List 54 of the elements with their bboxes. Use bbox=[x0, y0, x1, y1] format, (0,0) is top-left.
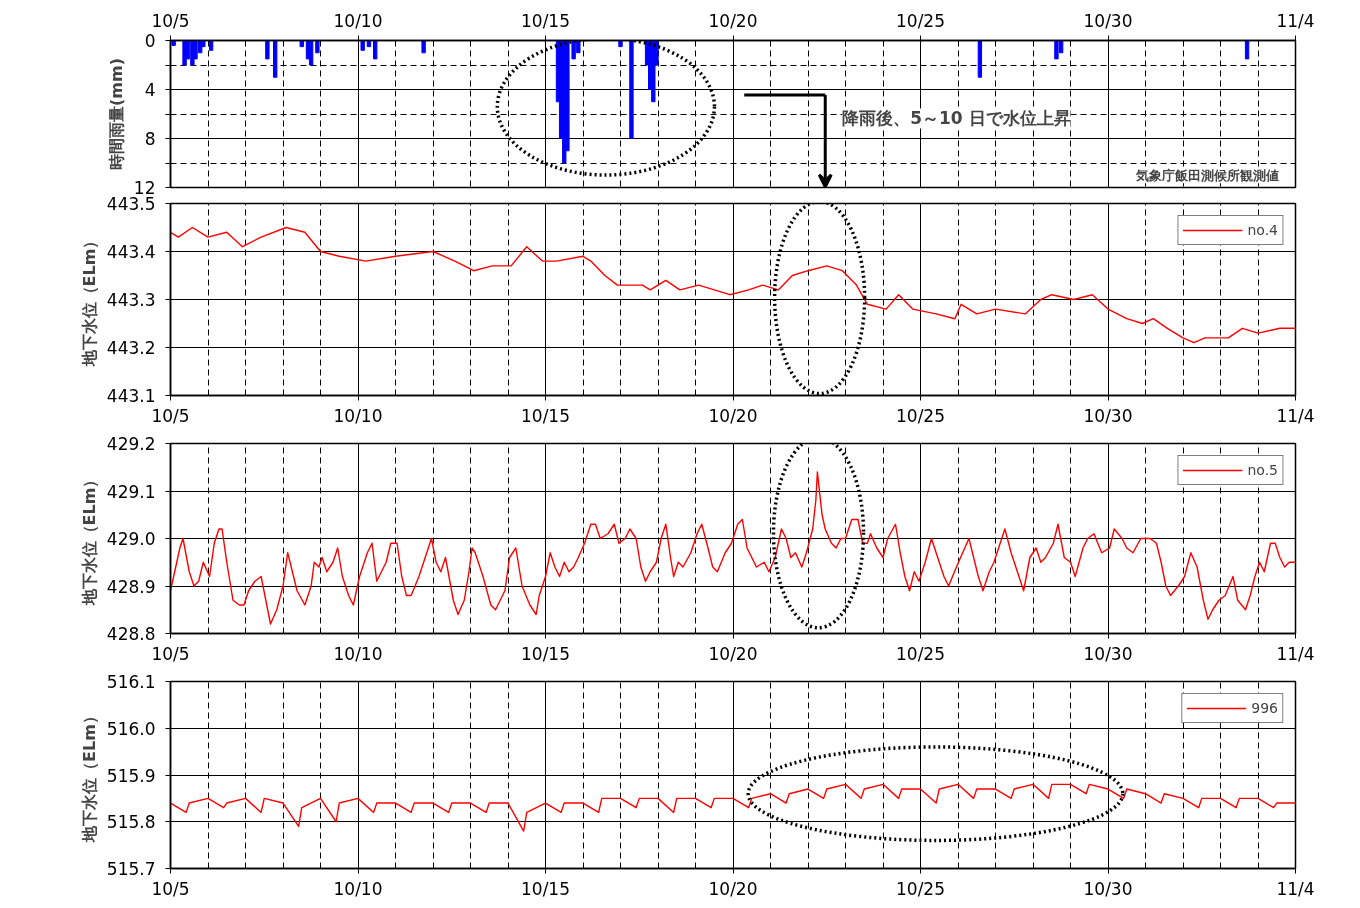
legend-label: 996 bbox=[1251, 700, 1278, 716]
x-tick-label: 11/4 bbox=[1276, 10, 1315, 31]
y-tick-label: 4 bbox=[144, 80, 156, 100]
x-tick-label: 10/15 bbox=[521, 643, 570, 664]
y-tick-label: 443.3 bbox=[106, 290, 156, 310]
x-tick-label: 10/15 bbox=[521, 405, 570, 426]
x-tick-label: 10/5 bbox=[151, 10, 190, 31]
legend-label: no.5 bbox=[1247, 462, 1278, 478]
x-tick-label: 11/4 bbox=[1276, 878, 1315, 899]
y-tick-label: 443.4 bbox=[106, 242, 156, 262]
annotation: 気象庁飯田測候所観測値 bbox=[1134, 168, 1279, 184]
x-tick-label: 10/10 bbox=[333, 405, 383, 426]
x-tick-label: 10/15 bbox=[521, 878, 570, 899]
y-tick-label: 429.1 bbox=[106, 481, 156, 502]
y-axis-title: 地下水位（ELm） bbox=[79, 232, 99, 368]
x-tick-label: 10/10 bbox=[333, 878, 383, 899]
y-tick-label: 428.9 bbox=[106, 576, 156, 597]
y-tick-label: 515.9 bbox=[106, 765, 156, 786]
y-tick-label: 515.7 bbox=[106, 859, 156, 879]
x-tick-label: 10/5 bbox=[151, 405, 190, 426]
x-tick-label: 10/20 bbox=[708, 405, 758, 426]
x-tick-label: 10/30 bbox=[1083, 643, 1133, 664]
x-tick-label: 10/30 bbox=[1083, 405, 1133, 426]
x-tick-label: 10/20 bbox=[708, 643, 758, 664]
y-tick-label: 0 bbox=[144, 31, 156, 51]
x-tick-label: 10/20 bbox=[708, 878, 758, 899]
x-tick-label: 10/10 bbox=[333, 10, 383, 31]
x-tick-label: 10/25 bbox=[896, 643, 945, 664]
annotation: 降雨後、5～10 日で水位上昇 bbox=[842, 108, 1071, 129]
x-tick-label: 10/30 bbox=[1083, 878, 1133, 899]
x-tick-label: 10/5 bbox=[151, 643, 190, 664]
x-tick-label: 10/25 bbox=[896, 878, 945, 899]
y-tick-label: 8 bbox=[144, 129, 156, 149]
y-tick-label: 516.0 bbox=[106, 718, 156, 739]
y-tick-label: 429.0 bbox=[106, 529, 156, 549]
y-tick-label: 429.2 bbox=[106, 434, 156, 454]
legend-label: no.4 bbox=[1247, 222, 1278, 238]
y-axis-title: 時間雨量(mm) bbox=[106, 58, 126, 170]
y-axis-title: 地下水位（ELm） bbox=[79, 471, 99, 607]
x-tick-label: 10/25 bbox=[896, 405, 945, 426]
x-tick-label: 10/15 bbox=[521, 10, 570, 31]
x-tick-label: 10/30 bbox=[1083, 10, 1133, 31]
x-tick-label: 10/25 bbox=[896, 10, 945, 31]
y-tick-label: 515.8 bbox=[106, 812, 156, 833]
y-tick-label: 443.2 bbox=[106, 338, 156, 358]
x-tick-label: 10/5 bbox=[151, 878, 190, 899]
x-tick-label: 10/20 bbox=[708, 10, 758, 31]
y-tick-label: 443.1 bbox=[106, 386, 156, 406]
x-tick-label: 11/4 bbox=[1276, 405, 1315, 426]
y-axis-title: 地下水位（ELm） bbox=[79, 708, 99, 843]
x-tick-label: 10/10 bbox=[333, 643, 383, 664]
y-tick-label: 428.8 bbox=[106, 624, 156, 644]
y-tick-label: 516.1 bbox=[106, 672, 156, 692]
x-tick-label: 11/4 bbox=[1276, 643, 1315, 664]
